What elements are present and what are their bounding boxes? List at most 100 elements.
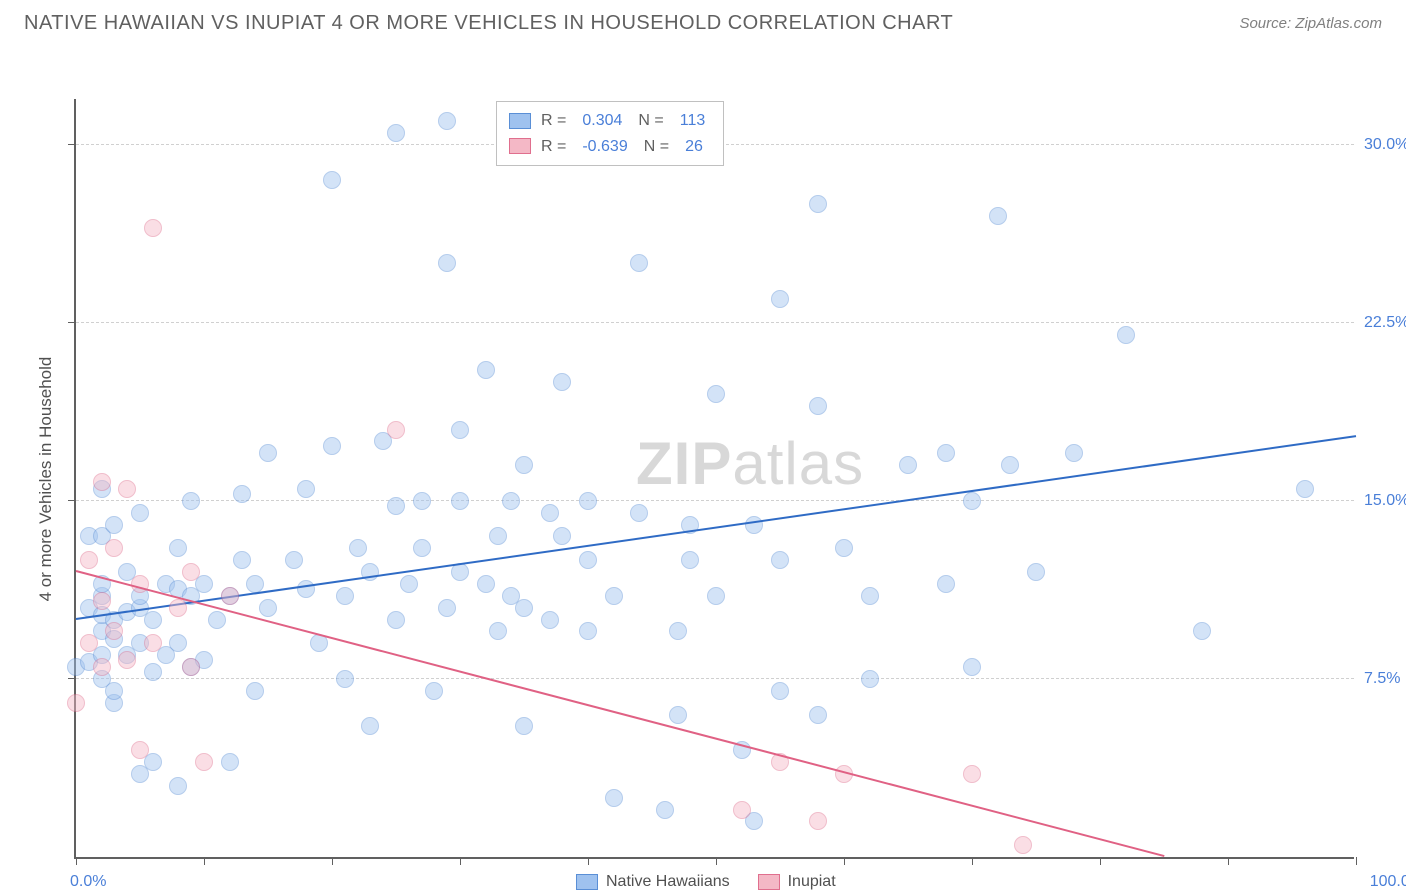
- data-point: [771, 290, 789, 308]
- y-tick-label: 22.5%: [1364, 314, 1406, 332]
- series-legend: Native HawaiiansInupiat: [576, 873, 836, 891]
- x-tick: [844, 857, 845, 865]
- watermark: ZIPatlas: [636, 429, 864, 498]
- data-point: [438, 254, 456, 272]
- x-tick: [1356, 857, 1357, 865]
- data-point: [989, 207, 1007, 225]
- data-point: [515, 599, 533, 617]
- data-point: [771, 551, 789, 569]
- data-point: [630, 504, 648, 522]
- data-point: [1117, 326, 1135, 344]
- data-point: [413, 539, 431, 557]
- data-point: [515, 456, 533, 474]
- data-point: [477, 361, 495, 379]
- data-point: [105, 682, 123, 700]
- data-point: [297, 480, 315, 498]
- data-point: [669, 706, 687, 724]
- legend-swatch: [509, 138, 531, 154]
- legend-item: Native Hawaiians: [576, 873, 730, 891]
- stats-row: R =0.304N =113: [509, 108, 711, 134]
- data-point: [630, 254, 648, 272]
- data-point: [105, 622, 123, 640]
- data-point: [1001, 456, 1019, 474]
- data-point: [579, 492, 597, 510]
- data-point: [246, 575, 264, 593]
- data-point: [1065, 444, 1083, 462]
- data-point: [861, 670, 879, 688]
- data-point: [182, 563, 200, 581]
- y-axis-title: 4 or more Vehicles in Household: [36, 319, 56, 639]
- data-point: [118, 651, 136, 669]
- x-tick: [332, 857, 333, 865]
- legend-label: Native Hawaiians: [606, 873, 730, 891]
- data-point: [131, 741, 149, 759]
- data-point: [297, 580, 315, 598]
- data-point: [182, 658, 200, 676]
- data-point: [221, 587, 239, 605]
- data-point: [349, 539, 367, 557]
- data-point: [131, 504, 149, 522]
- data-point: [809, 195, 827, 213]
- data-point: [169, 634, 187, 652]
- n-prefix: N =: [638, 108, 663, 134]
- y-tick: [68, 678, 76, 679]
- data-point: [477, 575, 495, 593]
- r-value: -0.639: [576, 134, 633, 160]
- y-tick: [68, 144, 76, 145]
- data-point: [323, 437, 341, 455]
- data-point: [937, 444, 955, 462]
- x-tick: [972, 857, 973, 865]
- stats-legend: R =0.304N =113R =-0.639N =26: [496, 101, 724, 166]
- data-point: [246, 682, 264, 700]
- data-point: [541, 611, 559, 629]
- data-point: [259, 444, 277, 462]
- x-tick: [204, 857, 205, 865]
- data-point: [336, 587, 354, 605]
- data-point: [541, 504, 559, 522]
- data-point: [1193, 622, 1211, 640]
- data-point: [208, 611, 226, 629]
- data-point: [400, 575, 418, 593]
- x-tick: [1228, 857, 1229, 865]
- header: NATIVE HAWAIIAN VS INUPIAT 4 OR MORE VEH…: [0, 0, 1406, 43]
- data-point: [771, 682, 789, 700]
- x-axis-max-label: 100.0%: [1370, 873, 1406, 891]
- r-prefix: R =: [541, 108, 566, 134]
- data-point: [233, 551, 251, 569]
- data-point: [733, 801, 751, 819]
- data-point: [323, 171, 341, 189]
- data-point: [169, 539, 187, 557]
- data-point: [451, 492, 469, 510]
- data-point: [105, 539, 123, 557]
- data-point: [80, 551, 98, 569]
- x-tick: [1100, 857, 1101, 865]
- r-prefix: R =: [541, 134, 566, 160]
- gridline: [76, 500, 1354, 501]
- data-point: [553, 373, 571, 391]
- data-point: [1296, 480, 1314, 498]
- data-point: [144, 634, 162, 652]
- data-point: [195, 753, 213, 771]
- n-value: 113: [674, 108, 712, 134]
- x-tick: [460, 857, 461, 865]
- data-point: [489, 527, 507, 545]
- data-point: [413, 492, 431, 510]
- y-tick-label: 7.5%: [1364, 670, 1406, 688]
- data-point: [387, 611, 405, 629]
- data-point: [259, 599, 277, 617]
- data-point: [515, 717, 533, 735]
- gridline: [76, 322, 1354, 323]
- legend-swatch: [758, 874, 780, 890]
- x-tick: [588, 857, 589, 865]
- data-point: [656, 801, 674, 819]
- data-point: [425, 682, 443, 700]
- data-point: [489, 622, 507, 640]
- y-tick-label: 30.0%: [1364, 136, 1406, 154]
- data-point: [387, 497, 405, 515]
- data-point: [93, 473, 111, 491]
- data-point: [502, 492, 520, 510]
- chart-title: NATIVE HAWAIIAN VS INUPIAT 4 OR MORE VEH…: [24, 12, 953, 35]
- data-point: [1027, 563, 1045, 581]
- data-point: [80, 634, 98, 652]
- n-value: 26: [679, 134, 709, 160]
